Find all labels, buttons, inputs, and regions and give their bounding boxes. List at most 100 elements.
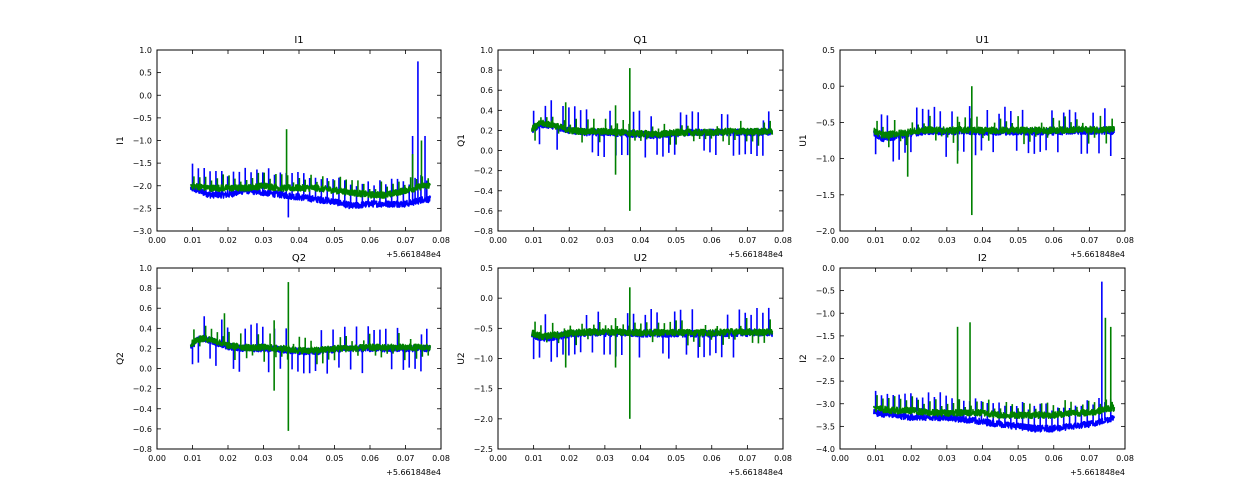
x-tick-label: 0.07 — [1080, 236, 1098, 245]
axes-frame — [497, 267, 784, 450]
y-tick-label: −2.5 — [816, 377, 835, 386]
panel-title: I2 — [978, 253, 987, 264]
y-tick-label: 0.5 — [822, 46, 835, 55]
y-tick-label: −2.5 — [133, 204, 152, 213]
y-tick-label: 0.0 — [139, 91, 152, 100]
y-axis-label: Q1 — [457, 134, 467, 147]
y-tick-label: −1.5 — [816, 332, 835, 341]
x-axis-offset: +5.661848e4 — [386, 250, 441, 259]
y-tick-label: −1.5 — [474, 385, 493, 394]
series-2-group — [531, 68, 774, 211]
y-tick-label: −0.4 — [474, 187, 493, 196]
y-tick-label: 0.8 — [139, 284, 152, 293]
x-axis-offset: +5.661848e4 — [728, 250, 783, 259]
x-tick-label: 0.02 — [902, 454, 920, 463]
y-tick-label: −4.0 — [816, 445, 835, 454]
series-2-line — [531, 116, 774, 146]
x-tick-label: 0.06 — [361, 236, 379, 245]
x-axis-offset: +5.661848e4 — [1070, 250, 1125, 259]
y-tick-label: −1.0 — [133, 137, 152, 146]
x-tick-label: 0.05 — [326, 454, 344, 463]
x-tick-label: 0.03 — [596, 236, 614, 245]
x-tick-label: 0.02 — [219, 454, 237, 463]
y-tick-label: 0.0 — [822, 82, 835, 91]
y-tick-label: 0.2 — [480, 126, 493, 135]
series-2-line — [873, 115, 1116, 148]
x-tick-label: 0.08 — [774, 454, 792, 463]
panel-title: U2 — [634, 253, 648, 264]
y-tick-label: 1.0 — [139, 46, 152, 55]
x-tick-label: 0.05 — [1009, 236, 1027, 245]
series-2-line — [873, 395, 1116, 420]
x-tick-label: 0.05 — [326, 236, 344, 245]
x-tick-label: 0.06 — [1045, 454, 1063, 463]
y-tick-label: 0.5 — [480, 264, 493, 273]
x-tick-label: 0.07 — [738, 454, 756, 463]
y-tick-label: −2.0 — [816, 227, 835, 236]
x-tick-label: 0.08 — [432, 236, 450, 245]
y-tick-label: −1.0 — [816, 309, 835, 318]
x-tick-label: 0.02 — [560, 236, 578, 245]
x-tick-label: 0.04 — [632, 236, 650, 245]
series-2-group — [873, 317, 1116, 420]
x-tick-label: 0.08 — [1116, 454, 1134, 463]
x-axis-offset: +5.661848e4 — [1070, 468, 1125, 477]
x-tick-label: 0.01 — [184, 454, 202, 463]
y-tick-label: 0.5 — [139, 69, 152, 78]
y-tick-label: −0.5 — [816, 287, 835, 296]
x-tick-label: 0.08 — [1116, 236, 1134, 245]
y-tick-label: −3.0 — [816, 400, 835, 409]
y-tick-label: 1.0 — [480, 46, 493, 55]
x-tick-label: 0.03 — [255, 236, 273, 245]
x-tick-label: 0.06 — [1045, 236, 1063, 245]
y-axis-label: I1 — [116, 136, 126, 144]
y-tick-label: −3.5 — [816, 422, 835, 431]
axes-frame — [156, 267, 442, 450]
y-tick-label: 0.6 — [480, 86, 493, 95]
x-axis-offset: +5.661848e4 — [386, 468, 441, 477]
y-tick-label: 0.0 — [139, 365, 152, 374]
y-tick-label: −0.2 — [133, 385, 152, 394]
x-tick-label: 0.00 — [148, 454, 166, 463]
x-tick-label: 0.04 — [632, 454, 650, 463]
x-tick-label: 0.07 — [397, 236, 415, 245]
y-tick-label: 0.4 — [480, 106, 493, 115]
y-tick-label: 0.4 — [139, 324, 152, 333]
x-tick-label: 0.01 — [525, 454, 543, 463]
y-tick-label: −0.8 — [474, 227, 493, 236]
x-tick-label: 0.01 — [525, 236, 543, 245]
series-2-line — [531, 317, 774, 348]
panel-title: Q1 — [633, 35, 647, 46]
x-tick-label: 0.02 — [560, 454, 578, 463]
y-tick-label: −1.0 — [474, 355, 493, 364]
y-tick-label: 0.8 — [480, 66, 493, 75]
x-tick-label: 0.06 — [703, 236, 721, 245]
x-tick-label: 0.08 — [432, 454, 450, 463]
y-tick-label: −2.0 — [816, 355, 835, 364]
x-tick-label: 0.03 — [938, 236, 956, 245]
series-2-group — [531, 287, 774, 419]
x-axis-offset: +5.661848e4 — [728, 468, 783, 477]
series-2-group — [873, 86, 1116, 216]
series-1-line — [873, 106, 1116, 162]
y-tick-label: −0.6 — [133, 425, 152, 434]
y-tick-label: −2.0 — [474, 415, 493, 424]
y-tick-label: 0.0 — [480, 294, 493, 303]
y-tick-label: 1.0 — [139, 264, 152, 273]
x-tick-label: 0.08 — [774, 236, 792, 245]
x-tick-label: 0.07 — [738, 236, 756, 245]
x-tick-label: 0.00 — [831, 454, 849, 463]
panel-title: Q2 — [292, 253, 306, 264]
series-2-line — [189, 325, 432, 365]
chart-panel-q1: 0.00 0.01 0.02 0.03 0.04 0.05 0.06 0.07 0.08 −0.8… — [457, 35, 792, 259]
y-axis-label: I2 — [799, 354, 809, 362]
x-tick-label: 0.01 — [184, 236, 202, 245]
chart-panel-i2: 0.00 0.01 0.02 0.03 0.04 0.05 0.06 0.07 0.08 −4.0… — [799, 253, 1134, 477]
x-tick-label: 0.03 — [255, 454, 273, 463]
x-tick-label: 0.04 — [290, 236, 308, 245]
y-tick-label: −0.2 — [474, 167, 493, 176]
y-tick-label: −0.5 — [133, 114, 152, 123]
y-tick-label: −0.6 — [474, 207, 493, 216]
y-tick-label: −0.4 — [133, 405, 152, 414]
